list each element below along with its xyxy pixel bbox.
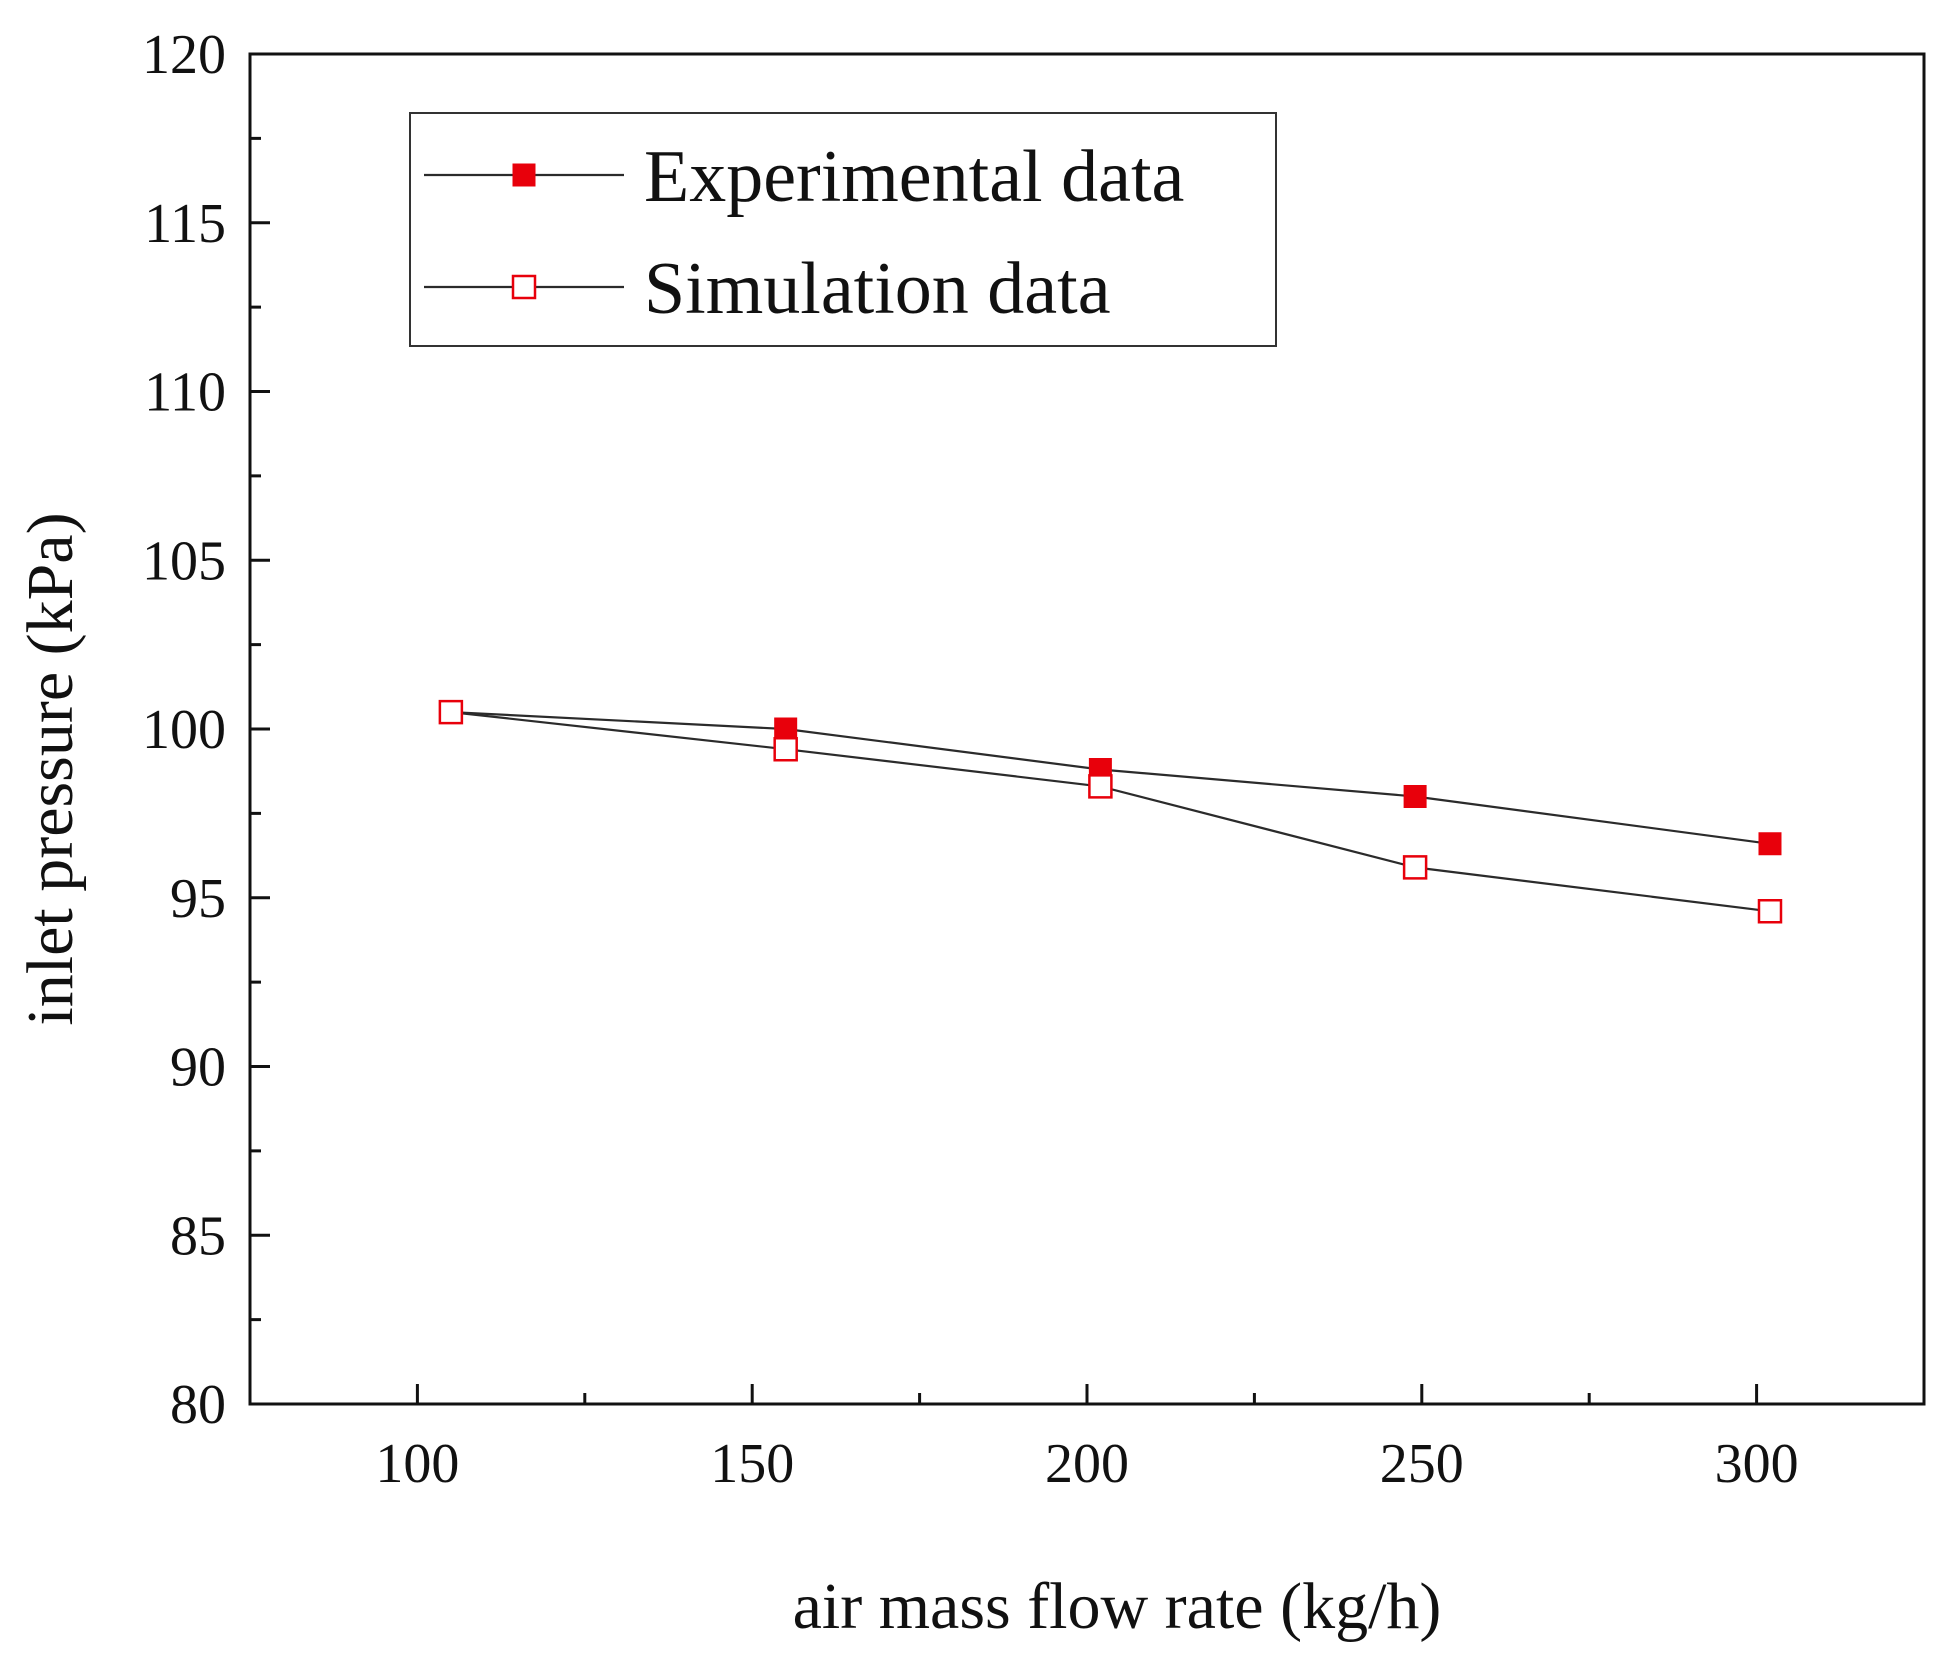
y-axis-tick-labels: 80 85 90 95 100 105 110 115 120 — [142, 24, 226, 1436]
y-tick-label: 105 — [142, 530, 226, 592]
y-tick-label: 85 — [170, 1205, 226, 1267]
legend-entry-1: Experimental data — [424, 136, 1184, 218]
simulation-data-point — [1088, 774, 1113, 799]
simulation-data-point — [438, 699, 464, 725]
y-tick-label: 100 — [142, 699, 226, 761]
y-tick-label: 95 — [170, 868, 226, 930]
x-tick-label: 100 — [375, 1433, 459, 1495]
simulation-data-point — [773, 737, 798, 762]
x-tick-label: 250 — [1380, 1433, 1464, 1495]
legend-marker — [511, 274, 537, 300]
series-markers — [438, 699, 1783, 924]
plot-area-frame — [248, 52, 1926, 1406]
experimental-data-point — [1758, 832, 1782, 856]
x-axis-tick-labels: 100 150 200 250 300 — [375, 1433, 1798, 1495]
legend: Experimental data Simulation data — [409, 112, 1277, 347]
y-tick-label: 115 — [144, 193, 226, 255]
x-axis-ticks — [415, 1384, 1759, 1404]
legend-box — [409, 112, 1277, 347]
simulation-data-point — [1402, 855, 1428, 880]
y-tick-label: 120 — [142, 24, 226, 86]
y-tick-label: 90 — [170, 1037, 226, 1099]
x-tick-label: 150 — [710, 1433, 794, 1495]
legend-marker — [512, 163, 536, 187]
x-tick-label: 300 — [1715, 1433, 1799, 1495]
y-tick-label: 80 — [170, 1374, 226, 1436]
x-axis-title: air mass flow rate (kg/h) — [793, 1570, 1442, 1643]
legend-label: Simulation data — [644, 248, 1111, 330]
simulation-data-point — [1757, 899, 1783, 924]
legend-entries: Experimental data Simulation data — [424, 136, 1184, 330]
experimental-data-point — [1403, 785, 1427, 808]
legend-label: Experimental data — [644, 136, 1184, 218]
x-tick-label: 200 — [1045, 1433, 1129, 1495]
y-axis-title: inlet pressure (kPa) — [14, 512, 87, 1025]
legend-entry-2: Simulation data — [424, 248, 1111, 330]
experimental-data-point — [774, 717, 798, 741]
y-tick-label: 110 — [144, 362, 226, 424]
